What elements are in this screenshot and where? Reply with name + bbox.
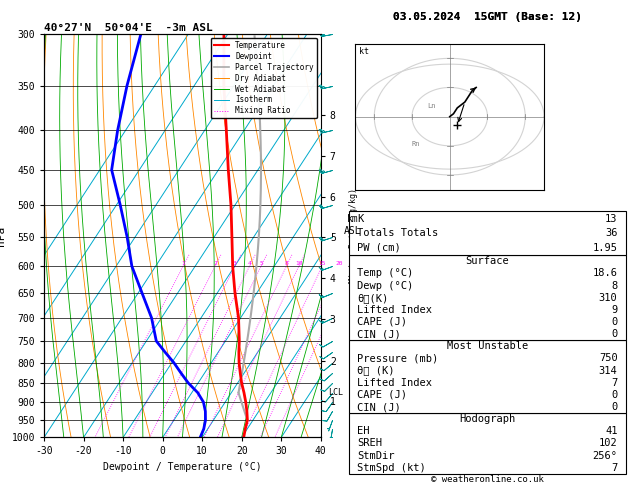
Text: 256°: 256° xyxy=(593,451,618,461)
Text: LCL: LCL xyxy=(328,388,343,397)
Text: 8: 8 xyxy=(611,280,618,291)
Text: 0: 0 xyxy=(611,329,618,339)
Text: CAPE (J): CAPE (J) xyxy=(357,390,408,400)
Text: 3: 3 xyxy=(233,260,237,265)
Text: 41: 41 xyxy=(605,426,618,436)
Text: 750: 750 xyxy=(599,353,618,364)
Text: 2: 2 xyxy=(213,260,217,265)
Text: 10: 10 xyxy=(295,260,303,265)
Text: θᴄ (K): θᴄ (K) xyxy=(357,365,395,376)
Text: 0: 0 xyxy=(611,402,618,412)
X-axis label: Dewpoint / Temperature (°C): Dewpoint / Temperature (°C) xyxy=(103,462,262,472)
Legend: Temperature, Dewpoint, Parcel Trajectory, Dry Adiabat, Wet Adiabat, Isotherm, Mi: Temperature, Dewpoint, Parcel Trajectory… xyxy=(211,38,317,119)
Text: 40°27'N  50°04'E  -3m ASL: 40°27'N 50°04'E -3m ASL xyxy=(44,23,213,33)
Text: Lifted Index: Lifted Index xyxy=(357,305,432,315)
Text: PW (cm): PW (cm) xyxy=(357,243,401,253)
Text: θᴄ(K): θᴄ(K) xyxy=(357,293,389,303)
Text: Hodograph: Hodograph xyxy=(459,414,516,424)
Text: 20: 20 xyxy=(335,260,343,265)
Bar xyxy=(349,255,626,340)
Text: Most Unstable: Most Unstable xyxy=(447,341,528,351)
Text: 15: 15 xyxy=(318,260,326,265)
Text: kt: kt xyxy=(359,47,369,56)
Y-axis label: km
ASL: km ASL xyxy=(343,214,361,236)
Text: 03.05.2024  15GMT (Base: 12): 03.05.2024 15GMT (Base: 12) xyxy=(393,12,582,22)
Text: 7: 7 xyxy=(611,463,618,473)
Text: © weatheronline.co.uk: © weatheronline.co.uk xyxy=(431,475,544,485)
Bar xyxy=(349,340,626,413)
Text: 0: 0 xyxy=(611,390,618,400)
Text: 18.6: 18.6 xyxy=(593,268,618,278)
Text: Rn: Rn xyxy=(412,141,421,147)
Text: StmSpd (kt): StmSpd (kt) xyxy=(357,463,426,473)
Text: 13: 13 xyxy=(605,214,618,224)
Bar xyxy=(349,413,626,474)
Text: Surface: Surface xyxy=(465,256,509,266)
Text: 9: 9 xyxy=(611,305,618,315)
Text: K: K xyxy=(357,214,364,224)
Text: Pressure (mb): Pressure (mb) xyxy=(357,353,438,364)
Text: SREH: SREH xyxy=(357,438,382,449)
Text: 0: 0 xyxy=(611,317,618,327)
Text: Ln: Ln xyxy=(427,103,436,109)
Text: 314: 314 xyxy=(599,365,618,376)
Text: Dewp (°C): Dewp (°C) xyxy=(357,280,414,291)
Y-axis label: hPa: hPa xyxy=(0,226,6,246)
Text: Mixing Ratio (g/kg): Mixing Ratio (g/kg) xyxy=(348,188,357,283)
Text: 7: 7 xyxy=(611,378,618,388)
Text: Lifted Index: Lifted Index xyxy=(357,378,432,388)
Text: 102: 102 xyxy=(599,438,618,449)
Text: CIN (J): CIN (J) xyxy=(357,402,401,412)
Text: 310: 310 xyxy=(599,293,618,303)
Text: CIN (J): CIN (J) xyxy=(357,329,401,339)
Text: EH: EH xyxy=(357,426,370,436)
Text: CAPE (J): CAPE (J) xyxy=(357,317,408,327)
Text: 03.05.2024  15GMT (Base: 12): 03.05.2024 15GMT (Base: 12) xyxy=(393,12,582,22)
Text: 25: 25 xyxy=(349,260,357,265)
Text: 36: 36 xyxy=(605,228,618,238)
Text: Temp (°C): Temp (°C) xyxy=(357,268,414,278)
Text: 8: 8 xyxy=(284,260,288,265)
Text: 4: 4 xyxy=(248,260,252,265)
Text: Totals Totals: Totals Totals xyxy=(357,228,438,238)
Text: 1: 1 xyxy=(181,260,185,265)
Text: 1.95: 1.95 xyxy=(593,243,618,253)
Text: 5: 5 xyxy=(259,260,263,265)
Text: StmDir: StmDir xyxy=(357,451,395,461)
Bar xyxy=(349,211,626,255)
